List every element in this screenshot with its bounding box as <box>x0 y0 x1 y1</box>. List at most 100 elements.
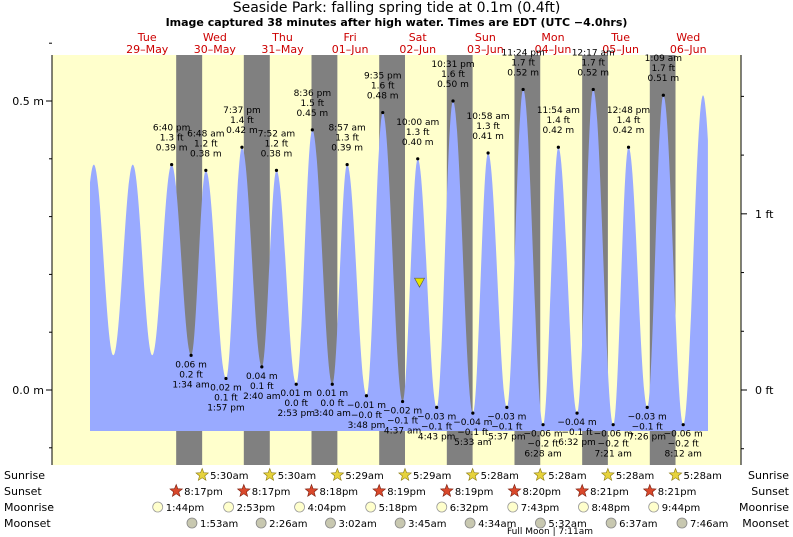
low-tide-label: 5:37 pm <box>488 432 526 442</box>
high-tide-label: 1.6 ft <box>371 82 395 92</box>
high-tide-label: 10:31 pm <box>431 60 474 70</box>
right-axis-tick-label: 0 ft <box>755 384 774 397</box>
high-tide-point <box>240 145 244 149</box>
moonset-icon <box>255 517 267 529</box>
low-tide-point <box>224 376 228 381</box>
current-tide-marker <box>414 277 426 288</box>
high-tide-point <box>486 151 490 155</box>
low-tide-label: −0.03 m <box>417 412 456 422</box>
moonset-icon <box>394 517 406 529</box>
moonrise-icon <box>294 501 305 513</box>
moonrise-icon <box>223 501 234 513</box>
moonrise-time: 7:43pm <box>521 503 560 514</box>
high-tide-label: 6:40 pm <box>153 124 191 134</box>
low-tide-point <box>611 423 615 427</box>
high-tide-label: 1.7 ft <box>581 58 605 68</box>
sunset-icon <box>642 483 657 497</box>
moonset-time: 6:37am <box>619 519 657 530</box>
high-tide-label: 0.42 m <box>613 126 645 136</box>
row-label-left: Moonset <box>4 517 51 530</box>
sunrise-icon <box>533 467 548 481</box>
high-tide-label: 1.6 ft <box>441 70 465 80</box>
low-tide-point <box>400 399 405 404</box>
moonrise-time: 8:48pm <box>591 503 630 514</box>
high-tide-label: 7:37 pm <box>223 106 261 116</box>
sunrise-icon <box>668 467 683 481</box>
moonrise-time: 4:04pm <box>308 503 347 514</box>
low-tide-point <box>189 353 193 357</box>
low-tide-point <box>260 365 264 369</box>
row-label-right: Moonset <box>742 517 789 530</box>
day-name: Wed <box>203 31 227 44</box>
sunrise-icon <box>195 467 210 481</box>
high-tide-label: 1.5 ft <box>300 99 324 109</box>
sunrise-time: 5:28am <box>616 471 654 482</box>
low-tide-point <box>471 411 475 415</box>
sunset-time: 8:18pm <box>319 487 358 498</box>
high-tide-label: 1.2 ft <box>265 139 289 149</box>
day-name: Wed <box>676 31 700 44</box>
day-name: Sun <box>475 31 496 44</box>
sunrise-time: 5:29am <box>413 471 451 482</box>
sunrise-icon <box>262 467 277 481</box>
low-tide-label: 1:34 am <box>172 380 209 390</box>
low-tide-label: −0.1 ft <box>632 422 664 432</box>
low-tide-label: −0.1 ft <box>457 428 489 438</box>
high-tide-label: 0.41 m <box>472 132 504 142</box>
low-tide-label: −0.1 ft <box>387 417 419 427</box>
low-tide-label: 4:37 am <box>384 427 421 437</box>
low-tide-point <box>681 423 685 427</box>
moonrise-icon <box>365 501 377 513</box>
high-tide-label: 1.3 ft <box>406 128 430 138</box>
sunrise-time: 5:28am <box>481 471 519 482</box>
moonrise-time: 2:53pm <box>237 503 276 514</box>
high-tide-label: 0.52 m <box>507 68 539 78</box>
moonset-time: 1:53am <box>200 519 238 530</box>
day-date: 06–Jun <box>670 43 707 56</box>
low-tide-label: 8:12 am <box>665 450 702 460</box>
day-date: 29–May <box>126 43 169 56</box>
high-tide-point <box>310 128 314 132</box>
high-tide-label: 0.50 m <box>437 80 469 90</box>
row-label-left: Sunrise <box>4 469 45 482</box>
high-tide-label: 1.4 ft <box>617 116 641 126</box>
low-tide-label: −0.2 ft <box>527 440 559 450</box>
moonset-icon <box>464 517 476 529</box>
low-tide-label: 0.06 m <box>175 360 207 370</box>
chart-subtitle: Image captured 38 minutes after high wat… <box>165 16 628 29</box>
sunset-time: 8:19pm <box>455 487 494 498</box>
low-tide-label: −0.03 m <box>628 412 667 422</box>
sunset-icon <box>304 483 319 497</box>
low-tide-label: −0.02 m <box>383 407 422 417</box>
low-tide-label: 6:28 am <box>524 450 561 460</box>
moonset-icon <box>605 517 617 529</box>
high-tide-point <box>345 162 349 167</box>
high-tide-label: 0.39 m <box>156 144 188 154</box>
moonrise-time: 9:44pm <box>662 503 701 514</box>
low-tide-point <box>541 423 545 427</box>
sunrise-icon <box>600 467 615 481</box>
moonrise-icon <box>436 501 448 513</box>
day-date: 02–Jun <box>399 43 436 56</box>
low-tide-label: 0.2 ft <box>179 370 203 380</box>
day-headers: Tue29–MayWed30–MayThu31–MayFri01–JunSat0… <box>126 31 707 56</box>
low-tide-label: 7:21 am <box>594 450 631 460</box>
high-tide-label: 12:48 pm <box>607 106 650 116</box>
low-tide-label: −0.01 m <box>347 401 386 411</box>
low-tide-label: −0.0 ft <box>351 411 383 421</box>
low-tide-label: 7:26 pm <box>628 432 666 442</box>
day-date: 01–Jun <box>332 43 369 56</box>
moonset-time: 2:26am <box>269 519 307 530</box>
moonrise-icon <box>578 501 589 513</box>
moonset-icon <box>186 517 198 529</box>
low-tide-label: 0.01 m <box>316 389 348 399</box>
sunset-icon <box>372 483 387 497</box>
sunset-icon <box>439 483 454 497</box>
chart-header: Seaside Park: falling spring tide at 0.1… <box>0 0 793 29</box>
high-tide-label: 12:17 am <box>572 48 615 58</box>
high-tide-point <box>591 87 595 92</box>
day-name: Fri <box>344 31 357 44</box>
high-tide-label: 9:35 pm <box>364 72 402 82</box>
day-name: Thu <box>271 31 293 44</box>
high-tide-label: 0.38 m <box>190 149 222 159</box>
